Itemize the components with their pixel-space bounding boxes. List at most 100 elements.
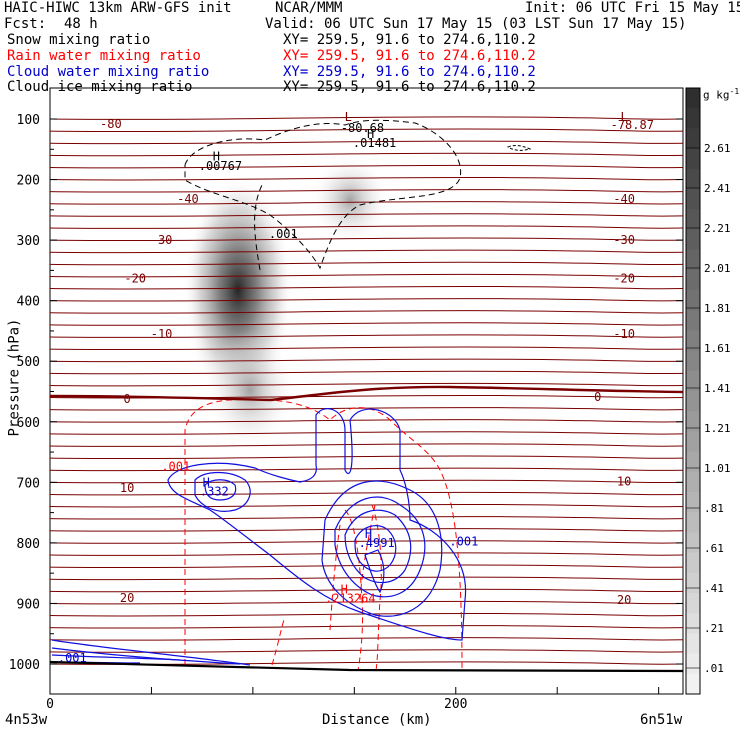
colorbar-label: .41 (704, 582, 724, 595)
temperature-label: -10 (613, 327, 635, 341)
temperature-contour (49, 140, 684, 145)
temperature-contour (49, 225, 684, 229)
temperature-label: 10 (617, 475, 631, 489)
colorbar-label: 1.41 (704, 382, 731, 395)
colorbar-step (686, 269, 700, 291)
colorbar-step (686, 471, 700, 493)
y-tick-label: 100 (17, 113, 40, 128)
y-tick-label: 200 (17, 174, 40, 189)
low-marker: L (345, 110, 352, 124)
colorbar-step (686, 451, 700, 473)
y-axis-label: Pressure (hPa) (6, 318, 23, 437)
y-tick-label: 500 (17, 355, 40, 370)
temperature-contour (49, 261, 684, 266)
rain-field-xy: XY= 259.5, 91.6 to 274.6,110.2 (283, 48, 536, 64)
model-title: HAIC-HIWC 13km ARW-GFS init (4, 0, 232, 16)
colorbar-label: .21 (704, 622, 724, 635)
colorbar-step (686, 128, 700, 150)
temperature-contour (49, 237, 684, 242)
temperature-contour (49, 467, 684, 472)
rain-label: H (341, 583, 348, 597)
temperature-contour (49, 382, 684, 387)
contour-labels: -80 -78.87 -40 -40 -30 -30 -20 -20 -10 -10 0 0 10 10 2… (58, 110, 654, 665)
left-endpoint: 4n53w (5, 712, 48, 728)
colorbar-frame (685, 87, 701, 695)
zero-degree-line (49, 385, 684, 402)
temperature-label: -30 (613, 233, 635, 247)
temperature-contour (49, 588, 684, 593)
temperature-contour (49, 564, 684, 569)
cloud-water-label: H (365, 527, 372, 541)
temperature-contour (49, 612, 684, 617)
colorbar-label: .01 (704, 662, 724, 675)
temperature-contour (49, 407, 684, 411)
cloud-ice-contour (184, 119, 462, 270)
temperature-label: -30 (151, 233, 173, 247)
x-tick-label: 200 (444, 697, 467, 712)
snow-max-label: .00767 (199, 159, 242, 173)
colorbar-label: 1.21 (704, 422, 731, 435)
low-marker: L (621, 110, 628, 124)
temperature-label: 20 (617, 593, 631, 607)
temperature-contour (49, 358, 684, 363)
cloud-ice-field-xy: XY= 259.5, 91.6 to 274.6,110.2 (283, 79, 536, 95)
colorbar-step (686, 108, 700, 129)
colorbar-step (686, 512, 700, 533)
temperature-label: -40 (613, 192, 635, 206)
colorbar: 2.61 2.41 2.21 2.01 1.81 1.61 1.41 1.21 1.01 .81.… (685, 87, 731, 695)
x-axis: 0 200 (46, 687, 660, 712)
snow-max-label: H (213, 150, 220, 164)
temperature-contour (49, 540, 684, 544)
y-tick-label: 300 (17, 234, 40, 249)
temperature-contour (49, 431, 684, 435)
colorbar-step (686, 613, 700, 634)
temperature-contour (49, 637, 684, 641)
temperature-label: -20 (124, 271, 146, 285)
colorbar-step (686, 633, 700, 655)
temperature-contour (49, 201, 684, 205)
snow-field-name: Snow mixing ratio (7, 32, 151, 48)
right-endpoint: 6n51w (640, 712, 683, 728)
temperature-contour (49, 310, 684, 314)
colorbar-step (686, 431, 700, 453)
temperature-contour (49, 273, 684, 278)
temperature-label: 0 (594, 390, 601, 404)
temperature-contour (49, 491, 684, 496)
snow-field-xy: XY= 259.5, 91.6 to 274.6,110.2 (283, 32, 536, 48)
cloud-water-label: .001 (449, 535, 478, 549)
temperature-contour (49, 164, 684, 169)
colorbar-step (686, 411, 700, 432)
colorbar-step (686, 148, 700, 170)
colorbar-label: .61 (704, 542, 724, 555)
colorbar-step (686, 673, 700, 695)
snow-max-label: H (367, 127, 374, 141)
colorbar-label: 1.61 (704, 342, 731, 355)
cloud-water-label: .332 (200, 484, 229, 498)
temperature-label: 0 (123, 392, 130, 406)
rain-field-name: Rain water mixing ratio (7, 48, 201, 64)
colorbar-label: 2.41 (704, 182, 731, 195)
colorbar-step (686, 88, 700, 109)
temperature-contour (49, 370, 684, 375)
valid-label: Valid: 06 UTC Sun 17 May 15 (03 LST Sun … (265, 16, 687, 32)
temperature-label: -10 (151, 327, 173, 341)
rain-label: .213264 (325, 592, 376, 606)
colorbar-step (686, 593, 700, 614)
temperature-contour (49, 152, 684, 157)
x-axis-label: Distance (km) (322, 712, 432, 728)
snow-shading (183, 155, 390, 450)
temperature-label: -20 (613, 271, 635, 285)
cloud-water-field-name: Cloud water mixing ratio (7, 64, 210, 80)
colorbar-label: 1.01 (704, 462, 731, 475)
colorbar-step (686, 572, 700, 594)
org-label: NCAR/MMM (275, 0, 343, 16)
temperature-contour (49, 346, 684, 351)
colorbar-unit: g kg-1 (703, 87, 740, 102)
colorbar-label: 2.01 (704, 262, 731, 275)
temperature-contour (49, 249, 684, 254)
colorbar-step (686, 653, 700, 675)
colorbar-step (686, 229, 700, 251)
temperature-label: -40 (177, 192, 199, 206)
